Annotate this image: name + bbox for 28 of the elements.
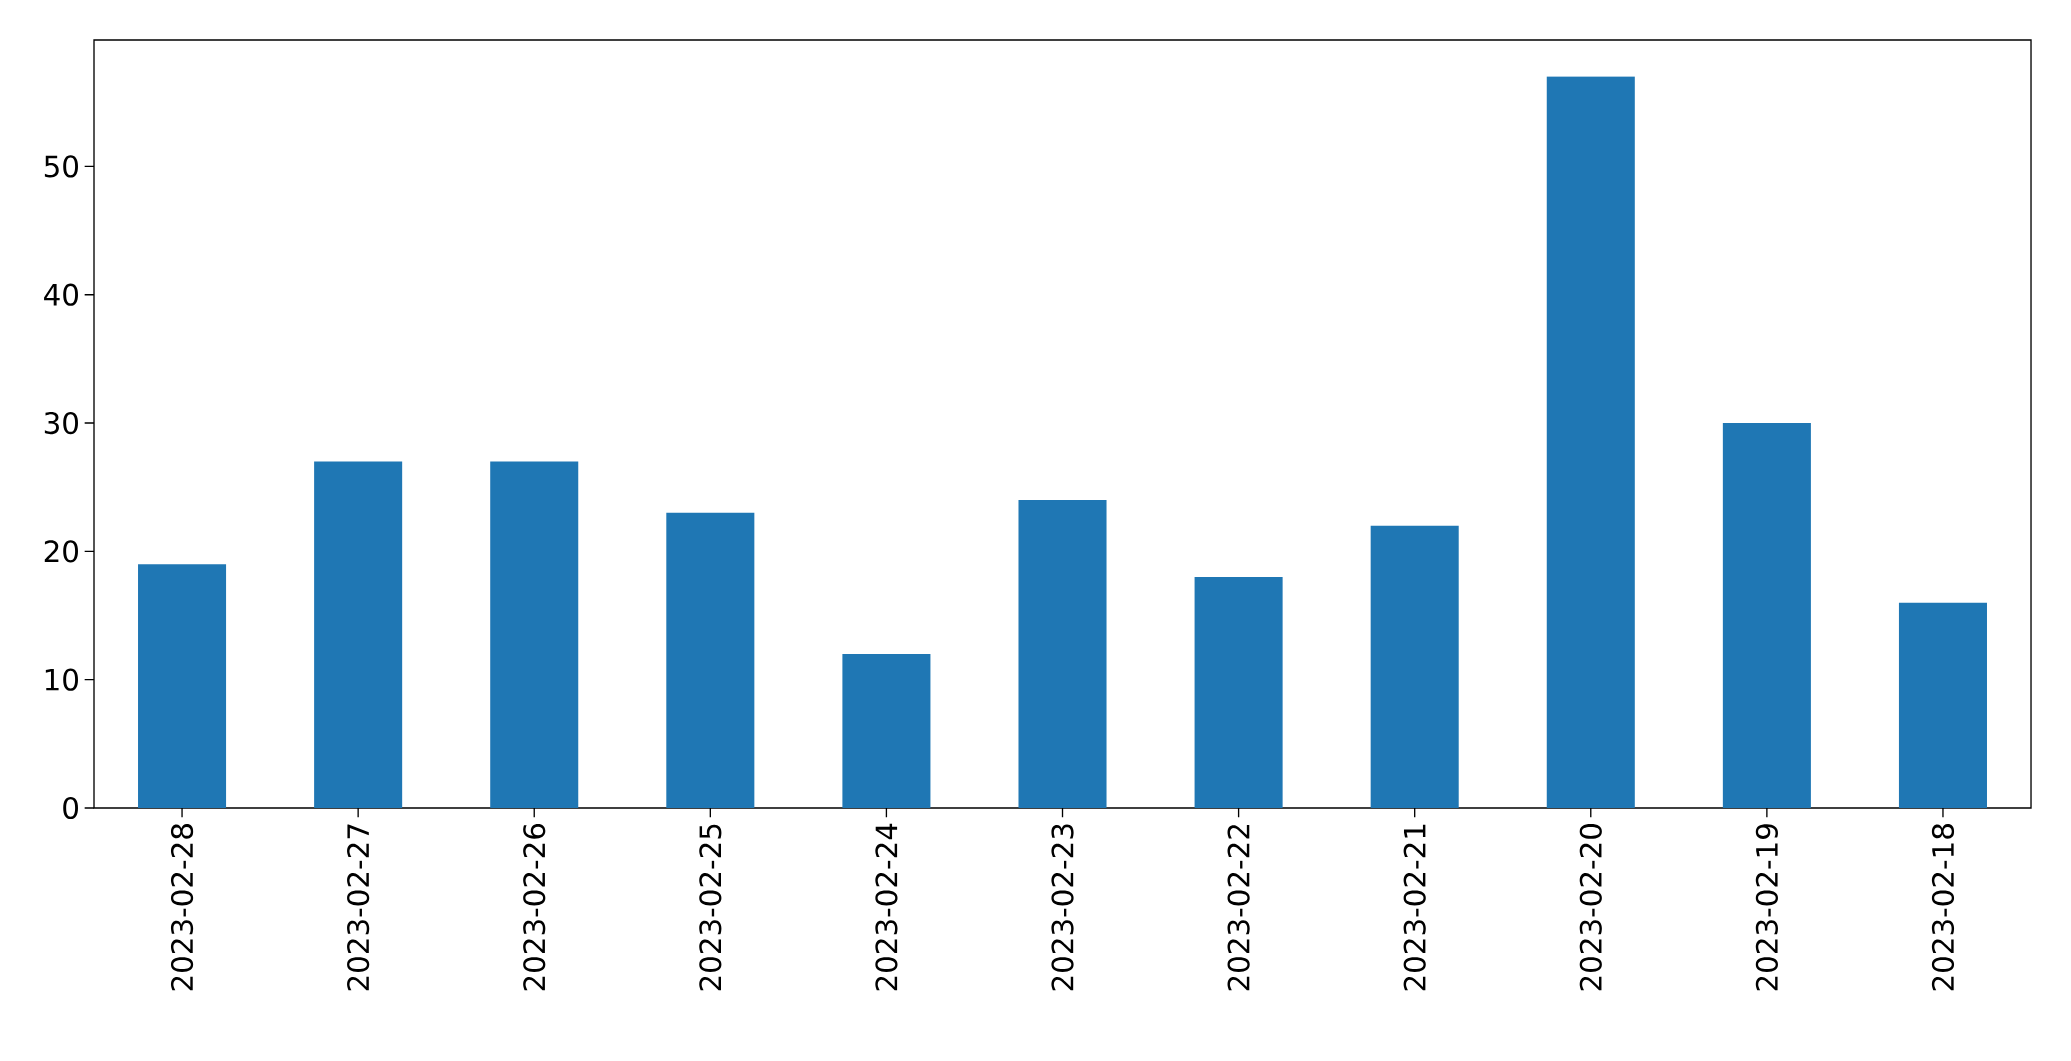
- bar: [666, 512, 755, 808]
- y-tick-label: 40: [44, 283, 78, 306]
- x-tick-label: 2023-02-26: [523, 823, 546, 991]
- bar: [842, 654, 931, 808]
- y-tick-label: 50: [44, 155, 78, 178]
- y-tick-label: 30: [44, 411, 78, 435]
- y-tick-label: 0: [63, 796, 78, 820]
- x-tick-label: 2023-02-19: [1755, 824, 1778, 991]
- x-tick-label: 2023-02-24: [875, 823, 898, 991]
- x-tick-label: 2023-02-22: [1227, 825, 1250, 991]
- x-tick-label: 2023-02-21: [1403, 824, 1426, 991]
- bar: [1018, 500, 1107, 808]
- x-tick-label: 2023-02-18: [1931, 824, 1955, 991]
- x-tick-label: 2023-02-20: [1579, 824, 1602, 991]
- x-tick-label: 2023-02-28: [170, 824, 194, 991]
- x-tick-label: 2023-02-23: [1051, 824, 1074, 991]
- bar: [1898, 602, 1987, 808]
- bar: [1722, 423, 1811, 808]
- bar: [490, 461, 579, 808]
- bar: [1546, 76, 1635, 808]
- x-tick-label: 2023-02-25: [699, 824, 722, 991]
- bar: [1194, 577, 1283, 808]
- bar: [138, 564, 227, 808]
- x-tick-label: 2023-02-27: [347, 824, 370, 991]
- y-tick-label: 10: [45, 668, 78, 691]
- bar: [314, 461, 403, 808]
- y-tick-label: 20: [44, 540, 78, 563]
- bar: [1370, 525, 1459, 808]
